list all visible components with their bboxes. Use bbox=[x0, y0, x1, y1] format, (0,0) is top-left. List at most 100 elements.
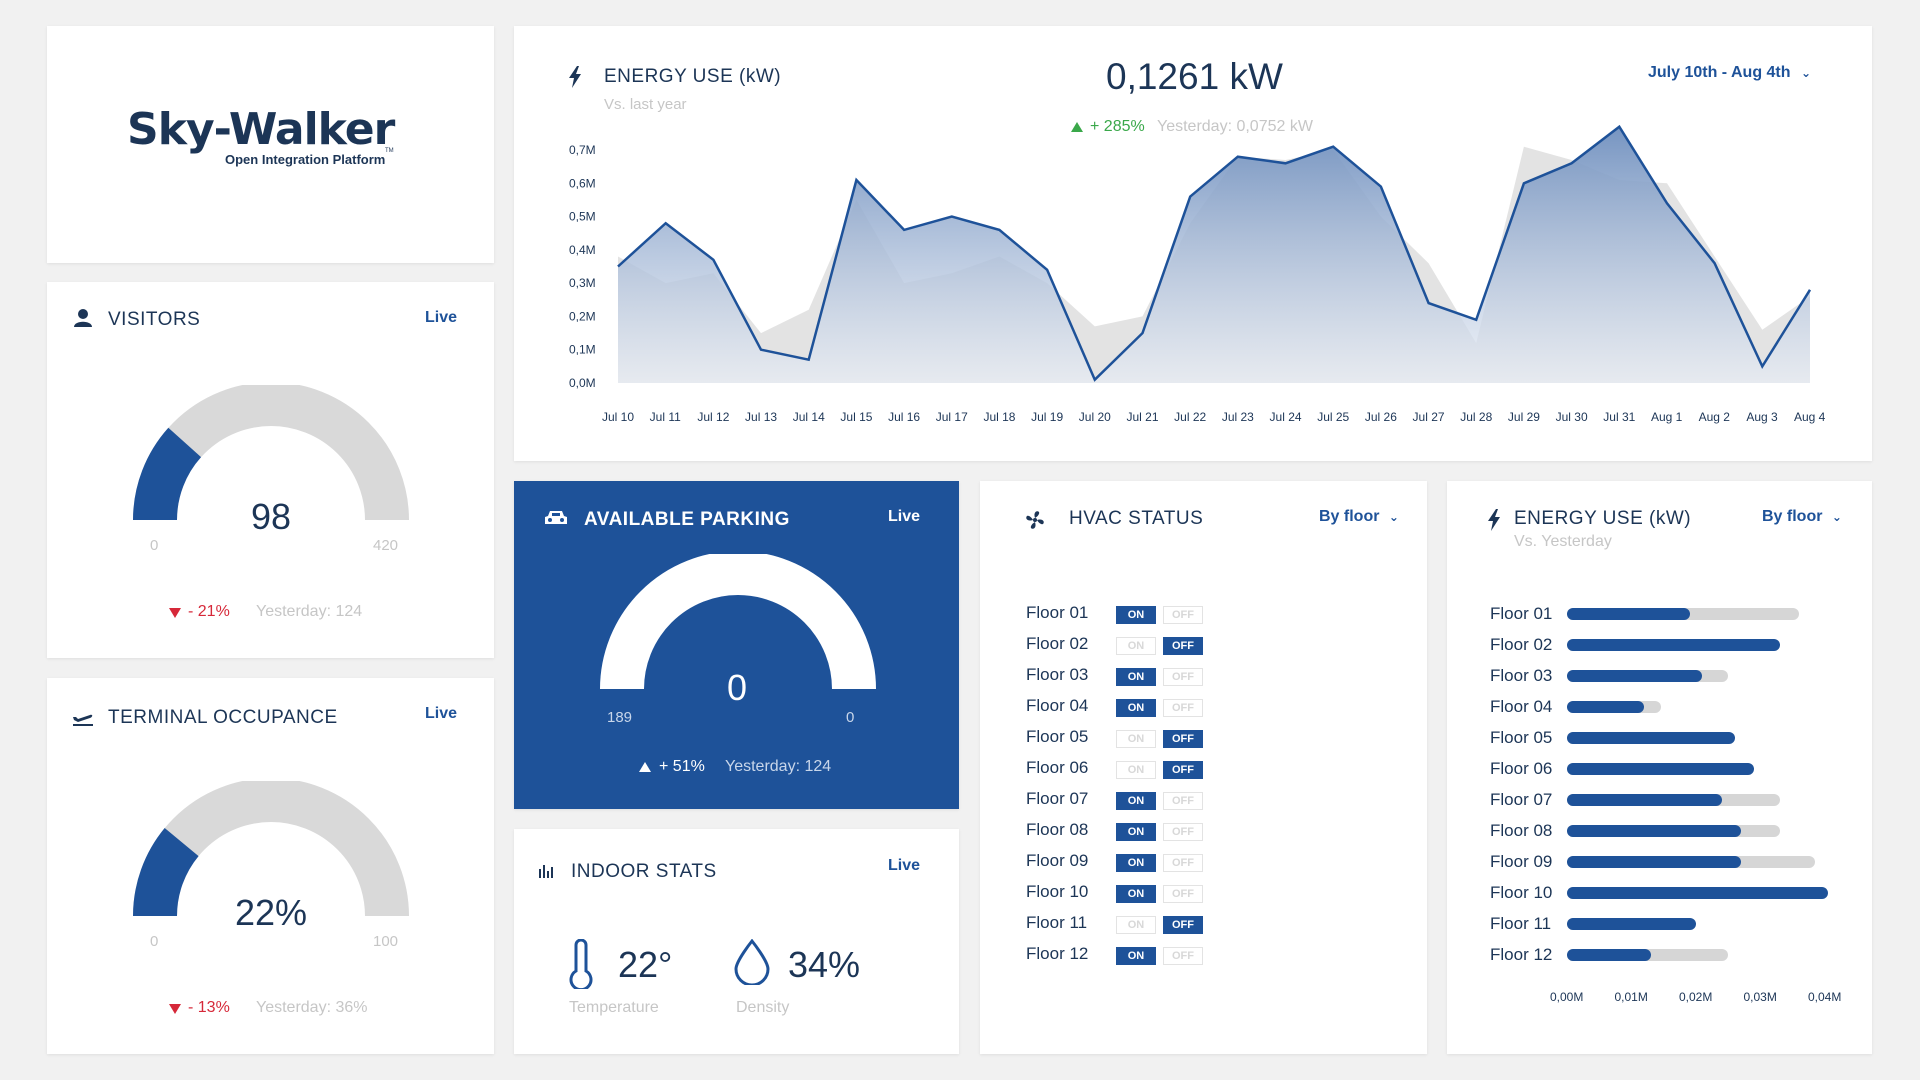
floor-energy-label: Floor 02 bbox=[1490, 635, 1553, 654]
date-range-dropdown[interactable]: July 10th - Aug 4th ⌄ bbox=[1648, 64, 1811, 82]
water-drop-icon bbox=[734, 939, 770, 985]
x-tick-label: Jul 13 bbox=[745, 410, 777, 424]
x-tick-label: Jul 24 bbox=[1270, 410, 1302, 424]
floor-energy-bar bbox=[1567, 701, 1645, 713]
floor-energy-bar bbox=[1567, 732, 1735, 744]
indoor-title: INDOOR STATS bbox=[571, 861, 717, 882]
floor-energy-tick: 0,04M bbox=[1808, 990, 1842, 1004]
chevron-down-icon: ⌄ bbox=[1831, 510, 1842, 524]
energy-chart-card: ENERGY USE (kW) Vs. last year 0,1261 kW … bbox=[514, 26, 1872, 461]
hvac-on-toggle[interactable]: ON bbox=[1116, 668, 1156, 686]
visitors-gauge bbox=[133, 385, 409, 521]
x-tick-label: Jul 20 bbox=[1079, 410, 1111, 424]
hvac-off-toggle[interactable]: OFF bbox=[1163, 854, 1203, 872]
density-value: 34% bbox=[788, 944, 861, 985]
x-tick-label: Aug 3 bbox=[1746, 410, 1778, 424]
thermometer-icon bbox=[569, 939, 593, 989]
floor-energy-dropdown-label: By floor bbox=[1762, 508, 1823, 525]
hvac-floor-label: Floor 04 bbox=[1026, 696, 1089, 715]
floor-energy-bar bbox=[1567, 763, 1755, 775]
fan-icon bbox=[1026, 511, 1044, 529]
indoor-card: INDOOR STATS Live 22° Temperature 34% De… bbox=[514, 829, 959, 1054]
terminal-title: TERMINAL OCCUPANCE bbox=[108, 707, 338, 728]
floor-energy-label: Floor 08 bbox=[1490, 821, 1553, 840]
hvac-floor-label: Floor 05 bbox=[1026, 727, 1089, 746]
x-tick-label: Jul 14 bbox=[793, 410, 825, 424]
terminal-live-button[interactable]: Live bbox=[425, 705, 458, 722]
terminal-yesterday: Yesterday: 36% bbox=[256, 999, 368, 1016]
energy-yesterday: Yesterday: 0,0752 kW bbox=[1157, 118, 1313, 135]
hvac-off-toggle[interactable]: OFF bbox=[1163, 637, 1203, 655]
car-icon bbox=[545, 511, 567, 524]
hvac-off-toggle[interactable]: OFF bbox=[1163, 823, 1203, 841]
floor-energy-label: Floor 07 bbox=[1490, 790, 1553, 809]
hvac-floor-label: Floor 02 bbox=[1026, 634, 1089, 653]
parking-gauge bbox=[600, 554, 876, 690]
indoor-live-button[interactable]: Live bbox=[888, 857, 921, 874]
hvac-on-toggle[interactable]: ON bbox=[1116, 730, 1156, 748]
logo-tagline: Open Integration Platform bbox=[225, 152, 386, 167]
logo-name: Sky-Walker bbox=[127, 104, 395, 155]
visitors-card: VISITORS Live 98 0 420 - 21% Yesterday: … bbox=[47, 282, 494, 658]
floor-energy-label: Floor 12 bbox=[1490, 945, 1553, 964]
logo: Sky-Walker Open Integration Platform TM bbox=[127, 104, 417, 168]
hvac-on-toggle[interactable]: ON bbox=[1116, 761, 1156, 779]
floor-energy-dropdown[interactable]: By floor ⌄ bbox=[1762, 508, 1842, 526]
floor-energy-title: ENERGY USE (kW) bbox=[1514, 508, 1692, 529]
hvac-on-toggle[interactable]: ON bbox=[1116, 885, 1156, 903]
hvac-off-toggle[interactable]: OFF bbox=[1163, 947, 1203, 965]
x-tick-label: Jul 29 bbox=[1508, 410, 1540, 424]
hvac-on-toggle[interactable]: ON bbox=[1116, 854, 1156, 872]
parking-delta: + 51% bbox=[659, 758, 705, 775]
parking-card: AVAILABLE PARKING Live 0 189 0 + 51% Yes… bbox=[514, 481, 959, 809]
parking-live-button[interactable]: Live bbox=[888, 508, 921, 525]
terminal-value: 22% bbox=[234, 892, 308, 933]
chevron-down-icon: ⌄ bbox=[1388, 510, 1399, 524]
floor-energy-label: Floor 09 bbox=[1490, 852, 1553, 871]
floor-energy-bar bbox=[1567, 608, 1690, 620]
floor-energy-bar bbox=[1567, 887, 1829, 899]
x-tick-label: Jul 17 bbox=[936, 410, 968, 424]
hvac-off-toggle[interactable]: OFF bbox=[1163, 916, 1203, 934]
chevron-down-icon: ⌄ bbox=[1800, 66, 1812, 80]
hvac-off-toggle[interactable]: OFF bbox=[1163, 730, 1203, 748]
x-tick-label: Jul 25 bbox=[1317, 410, 1349, 424]
y-tick-label: 0,5M bbox=[569, 210, 596, 224]
hvac-off-toggle[interactable]: OFF bbox=[1163, 885, 1203, 903]
hvac-off-toggle[interactable]: OFF bbox=[1163, 699, 1203, 717]
floor-energy-tick: 0,00M bbox=[1550, 990, 1584, 1004]
hvac-floor-label: Floor 01 bbox=[1026, 603, 1089, 622]
parking-yesterday: Yesterday: 124 bbox=[725, 758, 832, 775]
hvac-off-toggle[interactable]: OFF bbox=[1163, 606, 1203, 624]
hvac-on-toggle[interactable]: ON bbox=[1116, 823, 1156, 841]
hvac-on-toggle[interactable]: ON bbox=[1116, 606, 1156, 624]
x-tick-label: Jul 12 bbox=[697, 410, 729, 424]
hvac-floor-label: Floor 03 bbox=[1026, 665, 1089, 684]
down-arrow-icon bbox=[169, 608, 181, 618]
hvac-on-toggle[interactable]: ON bbox=[1116, 792, 1156, 810]
hvac-off-toggle[interactable]: OFF bbox=[1163, 668, 1203, 686]
y-tick-label: 0,0M bbox=[569, 376, 596, 390]
hvac-off-toggle[interactable]: OFF bbox=[1163, 792, 1203, 810]
hvac-on-toggle[interactable]: ON bbox=[1116, 947, 1156, 965]
down-arrow-icon bbox=[169, 1004, 181, 1014]
energy-subtitle: Vs. last year bbox=[604, 96, 687, 113]
hvac-off-toggle[interactable]: OFF bbox=[1163, 761, 1203, 779]
visitors-delta: - 21% bbox=[188, 603, 230, 620]
floor-energy-subtitle: Vs. Yesterday bbox=[1514, 533, 1612, 550]
hvac-on-toggle[interactable]: ON bbox=[1116, 637, 1156, 655]
temperature-value: 22° bbox=[618, 944, 673, 985]
up-arrow-icon bbox=[639, 762, 651, 772]
energy-area-chart: 0,0M 0,1M 0,2M 0,3M 0,4M 0,5M 0,6M 0,7M Jul 10 Ju… bbox=[569, 124, 1826, 424]
floor-energy-bar bbox=[1567, 794, 1722, 806]
x-tick-label: Jul 15 bbox=[840, 410, 872, 424]
x-tick-label: Jul 10 bbox=[602, 410, 634, 424]
hvac-on-toggle[interactable]: ON bbox=[1116, 916, 1156, 934]
hvac-on-toggle[interactable]: ON bbox=[1116, 699, 1156, 717]
density-label: Density bbox=[736, 999, 790, 1016]
hvac-floor-dropdown[interactable]: By floor ⌄ bbox=[1319, 508, 1399, 526]
floor-energy-bar bbox=[1567, 949, 1651, 961]
hvac-dropdown-label: By floor bbox=[1319, 508, 1380, 525]
logo-card: Sky-Walker Open Integration Platform TM bbox=[47, 26, 494, 263]
visitors-live-button[interactable]: Live bbox=[425, 309, 458, 326]
